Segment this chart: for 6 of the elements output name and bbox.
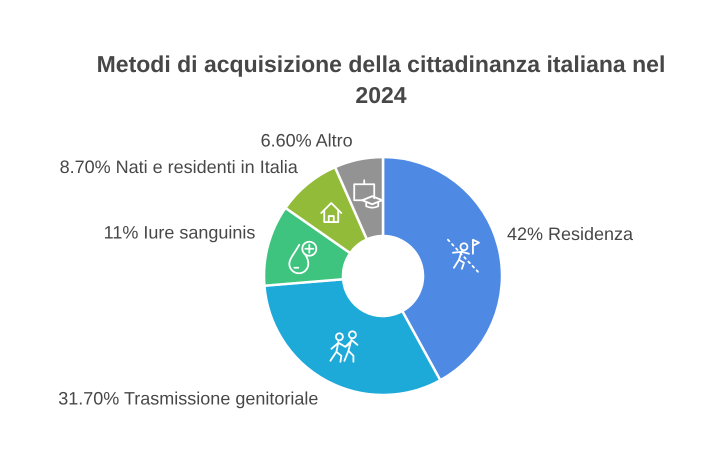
slice-label: 6.60% Altro: [260, 130, 353, 151]
chart-title: Metodi di acquisizione della cittadinanza italiana nel 2024: [96, 51, 666, 108]
slice-label: 42% Residenza: [506, 224, 634, 244]
slice-label: 11% Iure sanguinis: [104, 222, 256, 243]
slice-label: 8.70% Nati e residenti in Italia: [60, 157, 299, 178]
slice-label: 31.70% Trasmissione genitoriale: [58, 388, 318, 409]
